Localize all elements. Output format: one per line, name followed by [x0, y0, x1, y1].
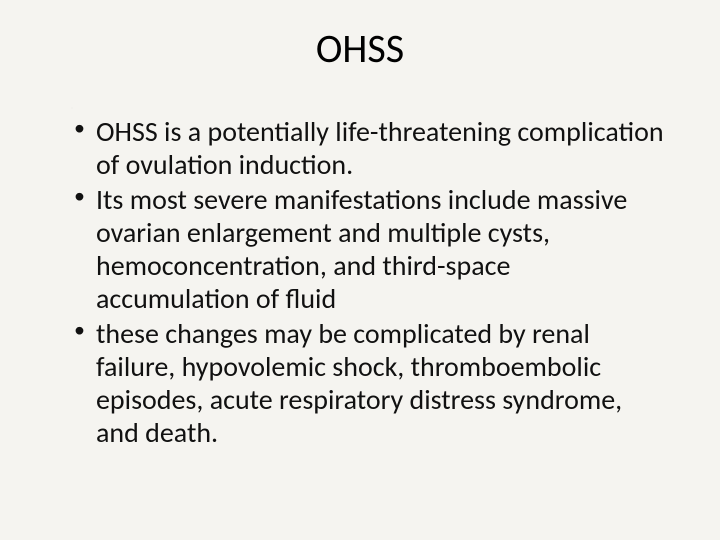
list-item: OHSS is a potentially life-threatening c… [74, 115, 670, 181]
slide-title: OHSS [50, 24, 670, 73]
list-item: these changes may be complicated by rena… [74, 317, 670, 449]
list-item: Its most severe manifestations include m… [74, 183, 670, 315]
slide: OHSS OHSS is a potentially life-threaten… [0, 0, 720, 540]
bullet-list: OHSS is a potentially life-threatening c… [50, 115, 670, 449]
